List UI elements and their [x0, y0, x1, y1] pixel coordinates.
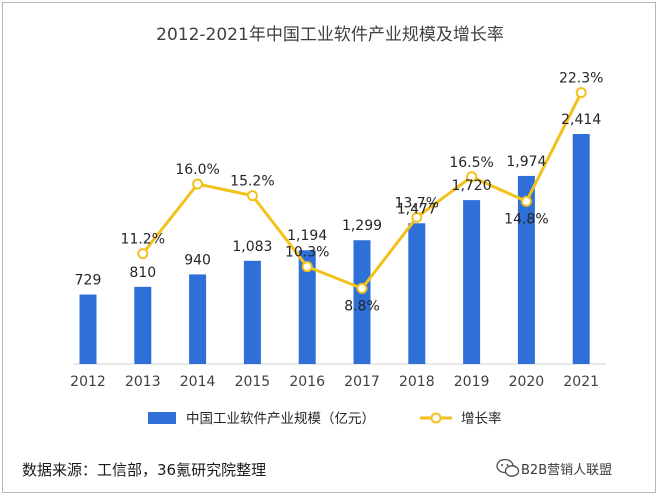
bar-2021 [572, 134, 590, 364]
x-tick-2015: 2015 [235, 374, 271, 390]
x-tick-2016: 2016 [289, 374, 325, 390]
bar-2019 [463, 200, 481, 364]
bars-layer [79, 134, 590, 364]
bar-value-2021: 2,414 [561, 112, 601, 128]
rate-value-2014: 16.0% [175, 162, 219, 178]
growth-point-2021 [575, 87, 587, 99]
x-tick-2017: 2017 [344, 374, 380, 390]
bar-value-2019: 1,720 [452, 178, 492, 194]
growth-line-layer [137, 87, 587, 294]
x-axis-ticks: 2012 2013 2014 2015 2016 2017 2018 2019 2020 2021 [70, 374, 599, 390]
rate-value-2021: 22.3% [559, 71, 603, 87]
rate-value-2016: 10.3% [285, 245, 329, 261]
rate-value-2013: 11.2% [121, 232, 165, 248]
bar-2018 [408, 223, 426, 364]
bar-value-2018: 1,477 [397, 201, 437, 217]
growth-point-2016 [301, 261, 313, 273]
bar-2014 [189, 274, 207, 364]
legend-line-label: 增长率 [461, 410, 502, 427]
rate-value-2020: 14.8% [504, 211, 548, 227]
bar-value-2016: 1,194 [287, 228, 327, 244]
growth-point-2019 [466, 171, 478, 183]
x-tick-2014: 2014 [180, 374, 216, 390]
rate-value-2017: 8.8% [344, 298, 380, 314]
rate-value-2015: 15.2% [230, 174, 274, 190]
rate-value-2018: 13.7% [395, 195, 439, 211]
x-tick-2020: 2020 [509, 374, 545, 390]
growth-point-2020 [520, 195, 532, 207]
x-tick-2021: 2021 [563, 374, 599, 390]
legend-bar-label: 中国工业软件产业规模（亿元） [186, 411, 375, 427]
chart-frame [2, 2, 656, 493]
bar-2020 [517, 175, 535, 364]
bar-value-2013: 810 [129, 265, 156, 281]
labels-layer: 729 810 940 1,083 1,194 1,299 1,477 1,720 1,974 2… [75, 71, 604, 315]
bar-2015 [243, 260, 261, 364]
source-note: 数据来源：工信部，36氪研究院整理 [22, 461, 266, 479]
bar-2017 [353, 240, 371, 364]
bar-2016 [298, 250, 316, 364]
bar-value-2017: 1,299 [342, 218, 382, 234]
growth-point-2014 [192, 178, 204, 190]
rate-value-2019: 16.5% [449, 155, 493, 171]
legend-line-marker [430, 412, 442, 424]
chart-title: 2012-2021年中国工业软件产业规模及增长率 [156, 25, 504, 45]
growth-point-2013 [137, 248, 149, 260]
bar-value-2014: 940 [184, 252, 211, 268]
bar-value-2015: 1,083 [232, 239, 272, 255]
x-tick-2013: 2013 [125, 374, 161, 390]
watermark: B2B营销人联盟 [496, 458, 612, 478]
bar-2012 [79, 294, 97, 364]
legend: 中国工业软件产业规模（亿元） 增长率 [148, 410, 502, 427]
bar-value-2020: 1,974 [506, 154, 546, 170]
growth-point-2015 [246, 190, 258, 202]
x-tick-2019: 2019 [454, 374, 490, 390]
growth-point-2018 [411, 211, 423, 223]
x-tick-2012: 2012 [70, 374, 106, 390]
legend-bar-swatch [148, 412, 176, 424]
x-tick-2018: 2018 [399, 374, 435, 390]
bar-value-2012: 729 [75, 273, 102, 289]
growth-point-2017 [356, 282, 368, 294]
wechat-icon [496, 458, 520, 477]
bar-2013 [134, 286, 152, 364]
watermark-text: B2B营销人联盟 [521, 463, 612, 478]
